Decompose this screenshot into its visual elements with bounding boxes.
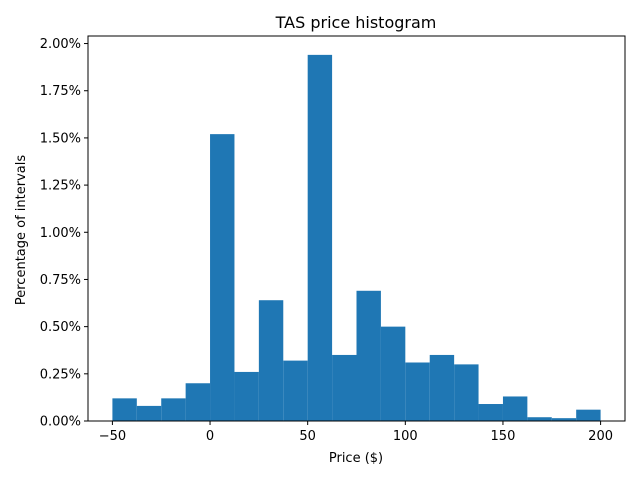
y-tick-label: 1.00% [40, 226, 81, 241]
histogram-bar [576, 409, 601, 421]
x-tick-label: 100 [393, 429, 418, 444]
histogram-bar [136, 405, 162, 421]
histogram-bar [551, 418, 577, 421]
y-tick-label: 2.00% [40, 37, 81, 52]
histogram-bar [429, 354, 455, 421]
x-tick-label: 0 [206, 429, 214, 444]
x-tick-label: 150 [491, 429, 516, 444]
y-tick-label: 1.75% [40, 84, 81, 99]
histogram-bar [332, 354, 357, 421]
histogram-bar [405, 362, 430, 421]
histogram-bar [307, 54, 333, 421]
histogram-bar [283, 360, 308, 421]
y-axis: 0.00% 0.25% 0.50% 0.75% 1.00% 1.25% 1.50% 1.75%… [40, 37, 88, 430]
y-tick-label: 0.50% [40, 320, 81, 335]
histogram-bar [454, 364, 479, 421]
histogram-bar [380, 326, 406, 421]
y-tick-label: 0.75% [40, 273, 81, 288]
axes-frame [87, 35, 626, 422]
histogram-bar [356, 290, 381, 421]
x-tick-label: −50 [99, 429, 126, 444]
histogram-bar [258, 300, 284, 421]
histogram-bar [234, 371, 259, 421]
histogram-bar [478, 404, 503, 421]
histogram-bar [502, 396, 528, 421]
histogram-bar [527, 417, 552, 421]
x-tick-label: 200 [588, 429, 613, 444]
x-axis-title: Price ($) [329, 451, 383, 466]
y-tick-label: 1.50% [40, 131, 81, 146]
y-tick-label: 0.25% [40, 367, 81, 382]
bars-group [112, 54, 601, 421]
y-tick-label: 0.00% [40, 415, 81, 430]
histogram-bar [112, 398, 137, 421]
x-axis: −50 0 50 100 150 200 [99, 421, 613, 444]
histogram-bar [185, 383, 211, 421]
y-tick-label: 1.25% [40, 179, 81, 194]
x-tick-label: 50 [299, 429, 316, 444]
histogram-bar [161, 398, 186, 421]
chart-title: TAS price histogram [275, 13, 437, 32]
histogram-bar [210, 134, 235, 421]
y-axis-title: Percentage of intervals [14, 155, 29, 305]
